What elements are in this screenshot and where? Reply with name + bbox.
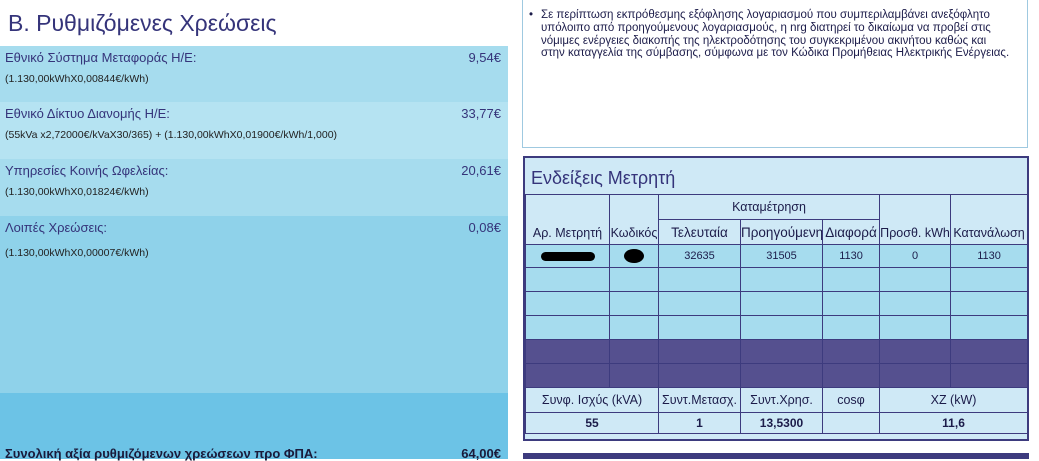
regulated-charges-panel: Β. Ρυθμιζόμενες Χρεώσεις Εθνικό Σύστημα …: [0, 0, 508, 461]
total-strip: [0, 393, 508, 459]
charge-label: Εθνικό Δίκτυο Διανομής Η/Ε:: [5, 106, 170, 121]
header-added-kwh: Προσθ. kWh: [879, 194, 952, 245]
section-title: Β. Ρυθμιζόμενες Χρεώσεις: [8, 10, 277, 36]
header-code: Κωδικός: [609, 194, 659, 245]
header-transformer: Συντ.Μετασχ.: [658, 387, 741, 413]
charge-other: Λοιπές Χρεώσεις: 0,08€ (1.130,00kWhX0,00…: [0, 216, 508, 393]
empty-row: [525, 291, 1029, 316]
header-consumption: Κατανάλωση: [950, 194, 1029, 245]
total-amount: 64,00€: [461, 446, 501, 461]
redaction-mark: [540, 251, 595, 261]
payment-note: • Σε περίπτωση εκπρόθεσμης εξόφλησης λογ…: [529, 9, 1011, 60]
note-text: Σε περίπτωση εκπρόθεσμης εξόφλησης λογαρ…: [541, 9, 1010, 60]
note-box: • Σε περίπτωση εκπρόθεσμης εξόφλησης λογ…: [522, 0, 1028, 148]
total-label: Συνολική αξία ρυθμιζόμενων χρεώσεων προ …: [5, 446, 318, 461]
header-cos: cosφ: [821, 387, 881, 413]
table-row: 32635 31505 1130 0 1130: [525, 244, 1029, 268]
cell-previous: 31505: [740, 244, 823, 268]
cell-transformer: 1: [658, 412, 741, 434]
charge-label: Υπηρεσίες Κοινής Ωφελείας:: [5, 163, 169, 178]
cell-last: 32635: [658, 244, 741, 268]
empty-row: [525, 315, 1029, 340]
charge-amount: 0,08€: [468, 220, 501, 235]
cell-added-kwh: 0: [879, 244, 952, 268]
empty-row-dark: [525, 339, 1029, 364]
charge-formula: (1.130,00kWhX0,01824€/kWh): [5, 186, 149, 198]
meter-no-redacted: [525, 244, 610, 268]
header-meter-no: Αρ. Μετρητή: [525, 194, 610, 245]
header-group-reading: Καταμέτρηση: [657, 194, 881, 220]
header-power: Συνφ. Ισχύς (kVA): [525, 387, 659, 413]
charge-distribution: Εθνικό Δίκτυο Διανομής Η/Ε: 33,77€ (55kV…: [0, 102, 508, 159]
charge-label: Εθνικό Σύστημα Μεταφοράς Η/Ε:: [5, 50, 197, 65]
meter-table: Αρ. Μετρητή Κωδικός Καταμέτρηση Προσθ. k…: [525, 194, 1029, 434]
charge-amount: 33,77€: [461, 106, 501, 121]
charge-formula: (1.130,00kWhX0,00844€/kWh): [5, 73, 149, 85]
cell-power: 55: [525, 412, 659, 434]
title-strip: [0, 0, 508, 46]
code-redacted: [609, 244, 659, 268]
cell-difference: 1130: [821, 244, 881, 268]
charge-label: Λοιπές Χρεώσεις:: [5, 220, 108, 235]
header-xz: ΧΖ (kW): [879, 387, 1029, 413]
header-last: Τελευταία: [658, 219, 741, 245]
cell-consumption: 1130: [950, 244, 1029, 268]
empty-row: [525, 267, 1029, 292]
charge-formula: (55kVa x2,72000€/kVaX30/365) + (1.130,00…: [5, 129, 338, 141]
charge-amount: 20,61€: [461, 163, 501, 178]
meter-title: Ενδείξεις Μετρητή: [531, 168, 676, 188]
cell-usage: 13,5300: [740, 412, 823, 434]
charge-transmission: Εθνικό Σύστημα Μεταφοράς Η/Ε: 9,54€ (1.1…: [0, 46, 508, 102]
cell-xz: 11,6: [879, 412, 1029, 434]
charge-amount: 9,54€: [468, 50, 501, 65]
header-usage: Συντ.Χρησ.: [740, 387, 823, 413]
empty-row-dark: [525, 363, 1029, 388]
bullet-icon: •: [529, 9, 534, 21]
meter-readings-box: Ενδείξεις Μετρητή Αρ. Μετρητή Κωδικός Κα…: [523, 156, 1029, 441]
header-difference: Διαφορά: [821, 219, 881, 245]
charge-formula: (1.130,00kWhX0,00007€/kWh): [5, 247, 149, 259]
cell-cos: [821, 412, 881, 434]
redaction-mark: [624, 249, 644, 263]
header-previous: Προηγούμενη: [740, 219, 823, 245]
charge-public-service: Υπηρεσίες Κοινής Ωφελείας: 20,61€ (1.130…: [0, 159, 508, 216]
bottom-border-strip: [523, 453, 1029, 459]
